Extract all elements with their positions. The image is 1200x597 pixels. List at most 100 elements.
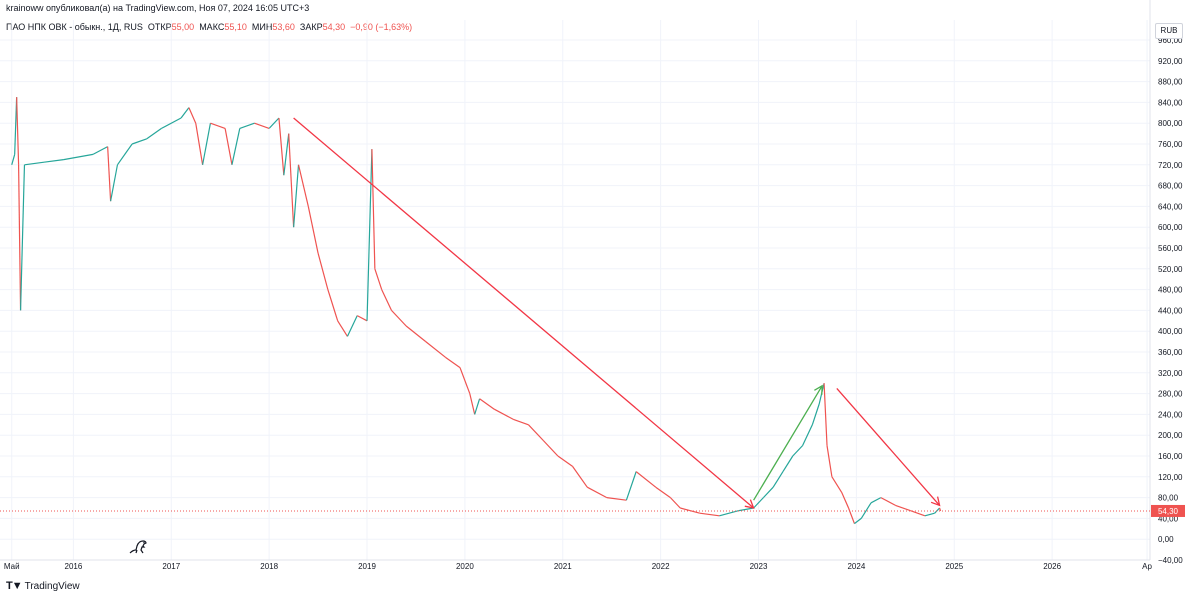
- x-tick-label: 2025: [945, 562, 963, 571]
- y-tick-label: 880,00: [1158, 78, 1183, 87]
- price-segment: [811, 403, 820, 425]
- y-tick-label: 120,00: [1158, 473, 1183, 482]
- red-arrow-line: [836, 387, 941, 506]
- price-segment: [405, 325, 427, 343]
- legend-high-label: МАКС: [199, 22, 225, 32]
- price-segment: [513, 419, 529, 426]
- price-segment: [63, 153, 94, 161]
- tradingview-brand: TradingView: [24, 580, 80, 592]
- y-tick-label: 720,00: [1158, 161, 1183, 170]
- price-segment: [16, 97, 20, 165]
- price-segment: [669, 497, 681, 509]
- chart-grid: [0, 20, 1150, 561]
- last-price-label: 54,30: [1158, 507, 1179, 516]
- chart-legend: ПАО НПК ОВК - обыкн., 1Д, RUS ОТКР55,00 …: [6, 22, 412, 32]
- price-segment: [854, 517, 862, 525]
- price-segment: [655, 486, 671, 499]
- price-segment: [762, 486, 774, 499]
- price-segment: [738, 507, 754, 512]
- currency-button[interactable]: RUB: [1155, 23, 1183, 39]
- price-segment: [469, 393, 476, 415]
- red-arrow-head: [930, 496, 941, 507]
- price-segment: [870, 497, 882, 504]
- tradingview-logo[interactable]: T▼ TradingView: [6, 580, 80, 592]
- price-segment: [557, 455, 573, 467]
- price-segment: [371, 149, 376, 269]
- y-tick-label: 760,00: [1158, 140, 1183, 149]
- price-segment: [542, 439, 559, 457]
- price-segment: [719, 510, 740, 517]
- price-segment: [895, 504, 911, 512]
- price-segment: [444, 356, 461, 369]
- price-segment: [43, 159, 64, 163]
- x-tick-label: 2020: [456, 562, 474, 571]
- y-tick-label: 280,00: [1158, 390, 1183, 399]
- x-tick-label: 2019: [358, 562, 376, 571]
- price-segment: [210, 122, 226, 129]
- price-segment: [146, 127, 162, 140]
- price-segment: [116, 143, 133, 166]
- y-tick-label: −40,00: [1158, 556, 1183, 565]
- price-segment: [24, 161, 45, 166]
- price-segment: [254, 122, 270, 129]
- legend-open-value: 55,00: [171, 22, 195, 32]
- price-segment: [860, 502, 872, 519]
- trend-arrows: [293, 117, 941, 509]
- price-segment: [802, 424, 813, 446]
- price-segment: [841, 492, 850, 509]
- y-tick-label: 920,00: [1158, 57, 1183, 66]
- legend-symbol[interactable]: ПАО НПК ОВК - обыкн., 1Д, RUS: [6, 22, 143, 32]
- x-tick-label: 2024: [847, 562, 865, 571]
- price-segment: [231, 128, 241, 165]
- x-tick-label: 2026: [1043, 562, 1061, 571]
- price-segment: [107, 146, 112, 202]
- y-tick-label: 80,00: [1158, 494, 1179, 503]
- price-segment: [425, 341, 446, 358]
- y-axis: −40,00 0,00 40,00 80,00 120,00 160,00 200,00 24…: [1149, 0, 1183, 565]
- legend-change: −0,90 (−1,63%): [350, 22, 413, 32]
- y-tick-label: 160,00: [1158, 452, 1183, 461]
- y-tick-label: 240,00: [1158, 410, 1183, 419]
- last-price-badge: [1151, 504, 1185, 517]
- price-segment: [327, 289, 339, 321]
- price-segment: [17, 164, 22, 311]
- price-segment: [346, 315, 358, 337]
- x-tick-label: 2022: [652, 562, 670, 571]
- price-segment: [288, 133, 295, 228]
- price-segment: [180, 107, 190, 119]
- price-segment: [572, 466, 588, 488]
- price-segment: [11, 154, 16, 165]
- price-segment: [459, 367, 471, 394]
- legend-close-label: ЗАКР: [299, 22, 323, 32]
- price-segment: [910, 510, 926, 517]
- price-segment: [307, 206, 319, 254]
- price-segment: [356, 315, 368, 322]
- price-segment: [606, 497, 627, 501]
- price-segment: [283, 133, 290, 176]
- price-segment: [14, 97, 18, 155]
- y-tick-label: 600,00: [1158, 223, 1183, 232]
- legend-close-value: 54,30: [322, 22, 346, 32]
- price-segment: [92, 146, 108, 155]
- published-line: krainoww опубликовал(а) на TradingView.c…: [6, 3, 310, 13]
- price-segment: [19, 164, 26, 311]
- price-segment: [939, 507, 942, 512]
- green-arrow-line: [753, 385, 823, 501]
- price-segment: [381, 289, 393, 311]
- x-axis: Май 2016 2017 2018 2019 2020 2021 2022 2023 2024 2…: [0, 559, 1153, 571]
- y-tick-label: 520,00: [1158, 265, 1183, 274]
- price-segment: [493, 408, 515, 421]
- y-tick-label: 480,00: [1158, 286, 1183, 295]
- price-segment: [293, 164, 300, 228]
- red-arrow-line: [293, 117, 755, 509]
- price-segment: [474, 398, 481, 415]
- price-segment: [635, 471, 657, 488]
- price-segment: [224, 128, 233, 165]
- legend-high-value: 55,10: [224, 22, 247, 32]
- price-segment: [110, 164, 119, 202]
- price-segment: [880, 497, 896, 506]
- x-tick-label: 2023: [750, 562, 768, 571]
- y-tick-label: 400,00: [1158, 327, 1183, 336]
- price-segment: [278, 117, 285, 176]
